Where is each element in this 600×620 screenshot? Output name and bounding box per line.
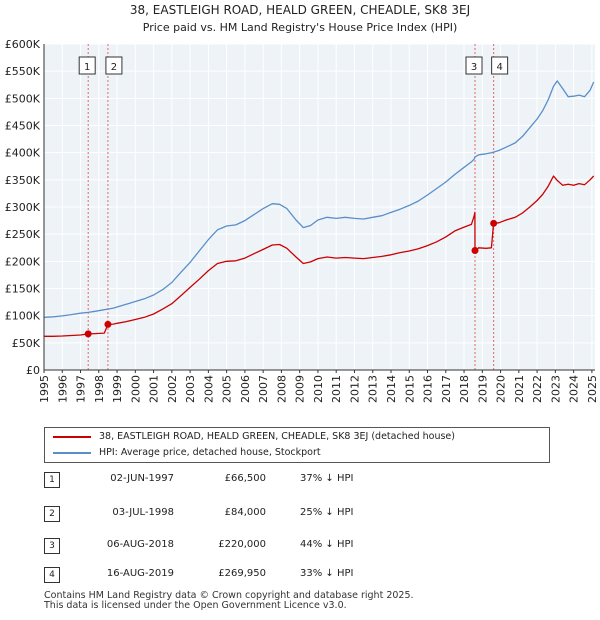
transaction-hpi: 44% ↓ HPI — [300, 539, 354, 550]
y-tick-label: £450K — [5, 120, 41, 133]
x-tick-label: 2012 — [348, 375, 361, 403]
x-tick-label: 2021 — [513, 375, 526, 403]
x-tick-label: 2001 — [148, 375, 161, 403]
transaction-date: 06-AUG-2018 — [106, 539, 174, 550]
legend-swatch-property — [53, 436, 91, 438]
y-tick-label: £600K — [5, 38, 41, 51]
hpi-line — [43, 80, 595, 318]
y-tick-label: £100K — [5, 310, 41, 323]
x-tick-label: 2015 — [403, 375, 416, 403]
x-tick-label: 1999 — [111, 375, 124, 403]
chart-subtitle: Price paid vs. HM Land Registry's House … — [143, 21, 458, 34]
transaction-price: £66,500 — [224, 473, 266, 484]
x-tick-label: 1998 — [93, 375, 106, 403]
transaction-point — [104, 320, 112, 328]
y-tick-label: £400K — [5, 147, 41, 160]
price-chart: 38, EASTLEIGH ROAD, HEALD GREEN, CHEADLE… — [5, 3, 599, 403]
transaction-price: £84,000 — [224, 507, 266, 518]
transaction-marker-box — [105, 56, 123, 75]
transaction-marker-label: 4 — [496, 62, 502, 73]
y-tick-label: £50K — [12, 337, 41, 350]
table-row: 3 06-AUG-2018 £220,000 44% ↓ HPI — [44, 538, 444, 554]
transaction-hpi: 25% ↓ HPI — [300, 507, 354, 518]
transaction-marker-box — [465, 56, 483, 75]
x-tick-label: 2023 — [549, 375, 562, 403]
footer: Contains HM Land Registry data © Crown c… — [44, 591, 414, 611]
x-tick-label: 1996 — [56, 375, 69, 403]
table-row: 2 03-JUL-1998 £84,000 25% ↓ HPI — [44, 506, 444, 522]
legend-label-property: 38, EASTLEIGH ROAD, HEALD GREEN, CHEADLE… — [99, 431, 455, 442]
table-row: 4 16-AUG-2019 £269,950 33% ↓ HPI — [44, 567, 444, 583]
y-tick-label: £500K — [5, 92, 41, 105]
y-tick-label: £150K — [5, 283, 41, 296]
legend-swatch-hpi — [53, 452, 91, 454]
transaction-hpi: 37% ↓ HPI — [300, 473, 354, 484]
transaction-price: £269,950 — [218, 568, 266, 579]
transaction-marker-label: 2 — [111, 62, 117, 73]
x-tick-label: 2018 — [458, 375, 471, 403]
transaction-date: 16-AUG-2019 — [106, 568, 174, 579]
x-tick-label: 2010 — [312, 375, 325, 403]
footer-copyright: Contains HM Land Registry data © Crown c… — [44, 590, 414, 601]
transaction-marker-box — [78, 56, 96, 75]
y-tick-label: £300K — [5, 201, 41, 214]
x-tick-label: 2005 — [221, 375, 234, 403]
x-tick-label: 2017 — [440, 375, 453, 403]
x-tick-label: 2002 — [166, 375, 179, 403]
x-tick-label: 2016 — [422, 375, 435, 403]
transaction-hpi: 33% ↓ HPI — [300, 568, 354, 579]
x-tick-label: 2003 — [184, 375, 197, 403]
y-tick-label: £250K — [5, 228, 41, 241]
transaction-number: 4 — [44, 567, 60, 583]
x-tick-label: 2011 — [330, 375, 343, 403]
chart-title: 38, EASTLEIGH ROAD, HEALD GREEN, CHEADLE… — [130, 3, 470, 17]
y-tick-label: £200K — [5, 255, 41, 268]
y-tick-label: £550K — [5, 65, 41, 78]
transaction-point — [490, 219, 498, 227]
x-tick-label: 2006 — [239, 375, 252, 403]
transaction-price: £220,000 — [218, 539, 266, 550]
transaction-marker-label: 3 — [471, 62, 477, 73]
x-tick-label: 1997 — [75, 375, 88, 403]
property-price-line — [44, 175, 595, 337]
x-tick-label: 2008 — [275, 375, 288, 403]
x-tick-label: 2022 — [531, 375, 544, 403]
x-tick-label: 2009 — [294, 375, 307, 403]
transaction-number: 3 — [44, 538, 60, 554]
legend-label-hpi: HPI: Average price, detached house, Stoc… — [99, 447, 321, 458]
x-tick-label: 1995 — [38, 375, 51, 403]
transaction-date: 03-JUL-1998 — [112, 507, 174, 518]
transaction-point — [471, 246, 479, 254]
x-tick-label: 2013 — [367, 375, 380, 403]
x-tick-label: 2020 — [495, 375, 508, 403]
transaction-number: 1 — [44, 472, 60, 488]
transaction-point — [84, 330, 92, 338]
transaction-marker-box — [491, 56, 509, 75]
x-tick-label: 2000 — [129, 375, 142, 403]
y-tick-label: £350K — [5, 174, 41, 187]
transaction-number: 2 — [44, 506, 60, 522]
x-tick-label: 2025 — [586, 375, 599, 403]
y-tick-label: £0 — [26, 364, 40, 377]
table-row: 1 02-JUN-1997 £66,500 37% ↓ HPI — [44, 472, 444, 488]
footer-licence: This data is licensed under the Open Gov… — [44, 600, 347, 611]
legend: 38, EASTLEIGH ROAD, HEALD GREEN, CHEADLE… — [44, 427, 550, 463]
transaction-date: 02-JUN-1997 — [110, 473, 174, 484]
transaction-marker-label: 1 — [84, 62, 90, 73]
x-tick-label: 2004 — [202, 375, 215, 403]
x-tick-label: 2014 — [385, 375, 398, 403]
x-tick-label: 2024 — [568, 375, 581, 403]
x-tick-label: 2019 — [476, 375, 489, 403]
x-tick-label: 2007 — [257, 375, 270, 403]
